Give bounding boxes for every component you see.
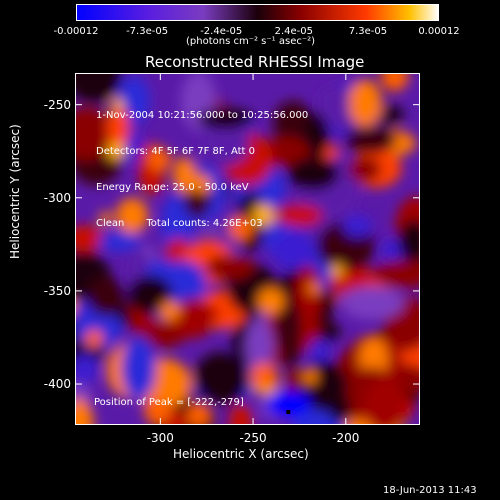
peak-marker bbox=[286, 409, 291, 414]
heatmap-blob bbox=[342, 214, 373, 238]
heatmap-blob bbox=[75, 398, 94, 425]
heatmap-blob bbox=[348, 156, 382, 183]
detectors-text: Detectors: 4F 5F 6F 7F 8F, Att 0 bbox=[96, 146, 256, 157]
heatmap-hotspot bbox=[147, 147, 172, 172]
heatmap-blob bbox=[115, 197, 149, 234]
heatmap-blob bbox=[172, 156, 197, 194]
x-axis-label: Heliocentric X (arcsec) bbox=[173, 447, 309, 461]
heatmap-blob bbox=[398, 219, 420, 263]
y-tick-label: -350 bbox=[43, 283, 71, 298]
heatmap-blob bbox=[127, 275, 173, 315]
heatmap-hotspot bbox=[85, 329, 104, 348]
heatmap-hotspot bbox=[228, 216, 254, 241]
heatmap-blob bbox=[348, 79, 382, 127]
heatmap-blob bbox=[245, 318, 274, 375]
heatmap-hotspot bbox=[160, 301, 180, 321]
colorbar-tick-label: 0.00012 bbox=[418, 26, 460, 37]
time-range-text: 1-Nov-2004 10:21:56.000 to 10:25:56.000 bbox=[96, 110, 309, 121]
method-text: Clean bbox=[96, 218, 125, 229]
heatmap-blob bbox=[274, 204, 323, 227]
heatmap-blob bbox=[121, 336, 157, 400]
heatmap-hotspot bbox=[186, 403, 211, 425]
heatmap-hotspot bbox=[330, 264, 344, 277]
heatmap-blob bbox=[75, 73, 122, 103]
colorbar-tick-label: -2.4e-05 bbox=[200, 26, 243, 37]
heatmap-blob bbox=[75, 225, 108, 252]
heatmap-blob bbox=[194, 351, 249, 404]
y-tick-label: -300 bbox=[43, 190, 71, 205]
colorbar-tick-label: 2.4e-05 bbox=[274, 26, 313, 37]
x-tick-label: -300 bbox=[146, 431, 174, 445]
heatmap-blob bbox=[345, 126, 397, 154]
heatmap-hotspot bbox=[193, 174, 212, 194]
energy-range-text: Energy Range: 25.0 - 50.0 keV bbox=[96, 182, 249, 193]
heatmap-blob bbox=[75, 107, 114, 161]
colorbar-tick-label: -7.3e-05 bbox=[126, 26, 169, 37]
total-counts-text: Total counts: 4.26E+03 bbox=[146, 218, 263, 229]
heatmap-blob bbox=[303, 110, 330, 159]
heatmap-hotspot bbox=[250, 362, 278, 390]
y-axis-label: Heliocentric Y (arcsec) bbox=[8, 124, 22, 259]
heatmap-blob bbox=[98, 231, 141, 252]
heatmap-blob bbox=[197, 108, 254, 130]
heatmap-blob bbox=[317, 85, 350, 123]
y-tick-label: -400 bbox=[43, 377, 71, 392]
heatmap-blob bbox=[273, 100, 314, 147]
heatmap-blob bbox=[294, 264, 322, 326]
heatmap-blob bbox=[174, 298, 213, 339]
heatmap-hotspot bbox=[302, 369, 318, 385]
heatmap-hotspot bbox=[381, 73, 409, 91]
heatmap-blob bbox=[87, 276, 126, 317]
heatmap-blob bbox=[229, 403, 253, 425]
colorbar bbox=[76, 4, 439, 21]
heatmap-blob bbox=[107, 107, 130, 148]
heatmap-blob bbox=[161, 260, 207, 309]
heatmap-hotspot bbox=[110, 97, 124, 111]
footer-date: 18-Jun-2013 11:43 bbox=[383, 485, 477, 496]
heatmap-blob bbox=[341, 286, 405, 320]
heatmap-hotspot bbox=[143, 397, 171, 425]
heatmap-hotspot bbox=[307, 282, 320, 295]
peak-position-text: Position of Peak = [-222,-279] bbox=[94, 397, 244, 408]
info-annotation: 1-Nov-2004 10:21:56.000 to 10:25:56.000 … bbox=[96, 86, 308, 242]
heatmap-hotspot bbox=[107, 142, 126, 160]
heatmap-hotspot bbox=[257, 287, 285, 315]
x-tick-label: -200 bbox=[332, 431, 360, 445]
heatmap-blob bbox=[287, 156, 340, 191]
heatmap-blob bbox=[364, 377, 405, 425]
heatmap-blob bbox=[202, 120, 250, 166]
chart-title: Reconstructed RHESSI Image bbox=[145, 53, 365, 71]
heatmap-plot bbox=[75, 73, 420, 425]
heatmap-blob bbox=[272, 230, 317, 270]
heatmap-blob bbox=[75, 353, 98, 385]
heatmap-blob bbox=[266, 389, 311, 418]
heatmap-hotspot bbox=[99, 211, 113, 225]
heatmap-hotspot bbox=[252, 204, 275, 227]
x-tick-label: -250 bbox=[239, 431, 267, 445]
heatmap-blob bbox=[274, 297, 302, 357]
colorbar-unit: (photons cm⁻² s⁻¹ asec⁻²) bbox=[186, 36, 316, 47]
heatmap-blob bbox=[375, 259, 420, 289]
y-tick-label: -250 bbox=[43, 97, 71, 112]
colorbar-tick-label: 7.3e-05 bbox=[348, 26, 388, 37]
heatmap-blob bbox=[308, 338, 330, 364]
heatmap-blob bbox=[204, 254, 255, 280]
colorbar-tick-label: -0.00012 bbox=[53, 26, 99, 37]
